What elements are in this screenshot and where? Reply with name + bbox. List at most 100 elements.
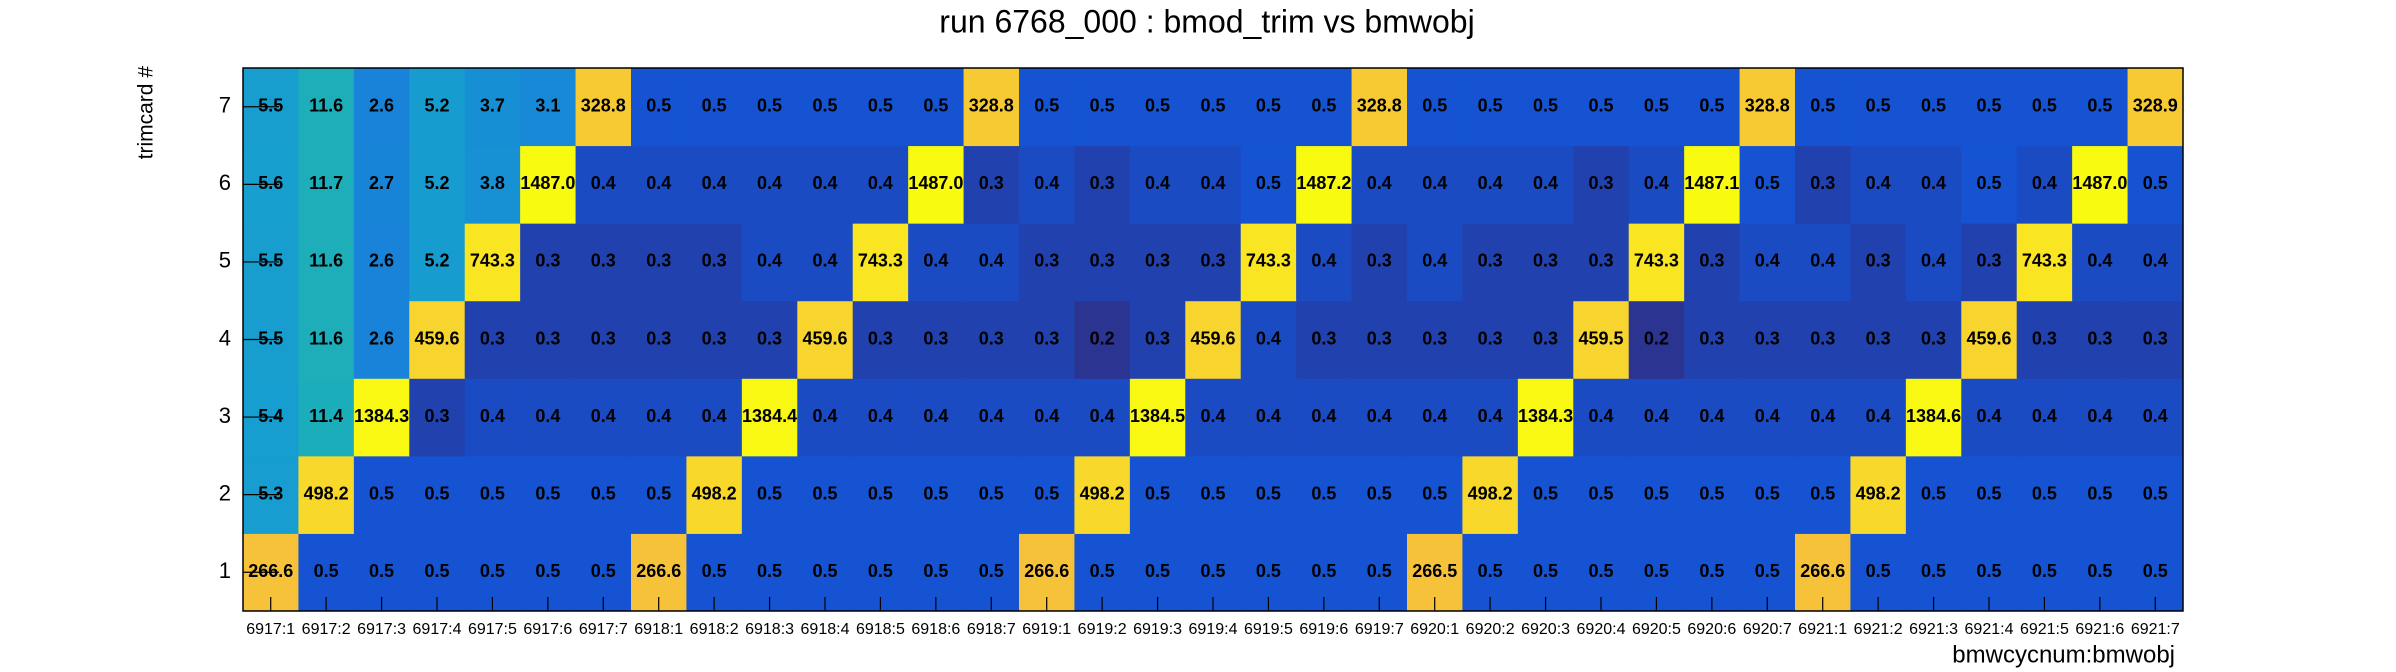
cell-label: 0.4 <box>2087 251 2112 271</box>
heatmap-cell <box>298 68 355 147</box>
cell-label: 0.4 <box>1367 173 1392 193</box>
heatmap-cell <box>1129 68 1186 147</box>
cell-label: 0.5 <box>1533 96 1558 116</box>
heatmap-cell <box>1019 68 1075 147</box>
heatmap-cell <box>464 300 521 379</box>
heatmap-cell <box>631 145 687 224</box>
cell-label: 0.3 <box>1200 251 1225 271</box>
cell-label: 0.4 <box>1921 173 1946 193</box>
heatmap-cell <box>852 223 909 302</box>
heatmap-cell <box>1850 300 1907 379</box>
heatmap-cell <box>797 145 854 224</box>
cell-label: 0.3 <box>923 328 948 348</box>
heatmap-cell <box>1628 378 1685 457</box>
cell-label: 328.8 <box>1745 96 1790 116</box>
cell-label: 0.5 <box>757 561 782 581</box>
heatmap-cell <box>2127 145 2184 224</box>
cell-label: 0.5 <box>1200 561 1225 581</box>
heatmap-cell <box>1462 300 1519 379</box>
heatmap-cell <box>963 378 1020 457</box>
cell-label: 0.5 <box>1976 561 2001 581</box>
cell-label: 743.3 <box>470 251 515 271</box>
heatmap-cell <box>1351 223 1408 302</box>
cell-label: 0.4 <box>591 173 616 193</box>
heatmap-cell <box>1961 378 2018 457</box>
x-tick-label: 6919:6 <box>1299 621 1348 638</box>
heatmap-cell <box>2016 68 2073 147</box>
heatmap-cell <box>631 223 687 302</box>
heatmap-cell <box>464 68 521 147</box>
heatmap-cell <box>298 145 355 224</box>
cell-label: 0.5 <box>1478 96 1503 116</box>
cell-label: 0.5 <box>812 561 837 581</box>
heatmap-cell <box>1905 145 1962 224</box>
heatmap-cell <box>353 223 410 302</box>
cell-label: 0.4 <box>1755 251 1780 271</box>
heatmap-cell <box>1074 378 1131 457</box>
x-tick-label: 6921:1 <box>1798 621 1847 638</box>
heatmap-cell <box>1240 223 1297 302</box>
heatmap-cell <box>1961 300 2018 379</box>
heatmap-cell <box>1517 145 1574 224</box>
heatmap-cell <box>852 145 909 224</box>
heatmap-cell <box>1185 145 1242 224</box>
cell-label: 0.4 <box>1311 406 1336 426</box>
heatmap-cell <box>1074 455 1131 534</box>
heatmap-cell <box>409 455 466 534</box>
x-tick-label: 6921:3 <box>1909 621 1958 638</box>
cell-label: 0.3 <box>1145 251 1170 271</box>
cell-label: 0.5 <box>2032 96 2057 116</box>
cell-label: 0.5 <box>1644 96 1669 116</box>
heatmap-cell <box>353 145 410 224</box>
heatmap-cell <box>1573 300 1630 379</box>
cell-label: 0.4 <box>1866 406 1891 426</box>
heatmap-cell <box>1961 68 2018 147</box>
x-tick-label: 6918:3 <box>745 621 794 638</box>
heatmap-cell <box>575 455 632 534</box>
cell-label: 0.4 <box>1478 406 1503 426</box>
x-tick-label: 6919:5 <box>1244 621 1293 638</box>
cell-label: 3.7 <box>480 96 505 116</box>
cell-label: 498.2 <box>1080 483 1125 503</box>
cell-label: 0.3 <box>535 328 560 348</box>
cell-label: 1487.0 <box>908 173 963 193</box>
heatmap-cell <box>1019 300 1075 379</box>
cell-label: 0.5 <box>1422 483 1447 503</box>
heatmap-cell <box>1351 300 1408 379</box>
heatmap-cell <box>1407 223 1463 302</box>
cell-label: 0.3 <box>1810 173 1835 193</box>
heatmap-cell <box>1351 145 1408 224</box>
y-tick-label: 7 <box>219 93 231 118</box>
heatmap-cell <box>1517 378 1574 457</box>
cell-label: 0.5 <box>1034 96 1059 116</box>
heatmap-cell <box>908 68 965 147</box>
cell-label: 0.3 <box>757 328 782 348</box>
heatmap-cell <box>963 455 1020 534</box>
cell-label: 0.3 <box>1034 328 1059 348</box>
cell-label: 0.4 <box>979 406 1004 426</box>
heatmap-cell <box>963 145 1020 224</box>
heatmap-cell <box>741 68 798 147</box>
heatmap-cell <box>741 300 798 379</box>
heatmap-cell <box>963 300 1020 379</box>
cell-label: 0.5 <box>1976 483 2001 503</box>
cell-label: 0.5 <box>535 561 560 581</box>
cell-label: 1487.0 <box>520 173 575 193</box>
heatmap-cell <box>1795 455 1851 534</box>
cell-label: 0.5 <box>1090 96 1115 116</box>
heatmap-cell <box>1628 68 1685 147</box>
heatmap-cell <box>1462 68 1519 147</box>
cell-label: 0.4 <box>1699 406 1724 426</box>
heatmap-cell <box>686 300 743 379</box>
heatmap-cell <box>1019 145 1075 224</box>
cell-label: 0.5 <box>1699 483 1724 503</box>
heatmap-cell <box>1129 455 1186 534</box>
cell-label: 11.6 <box>309 328 343 348</box>
cell-label: 743.3 <box>2022 251 2067 271</box>
heatmap-cell <box>1850 68 1907 147</box>
cell-label: 0.5 <box>1256 483 1281 503</box>
cell-label: 0.5 <box>369 483 394 503</box>
heatmap-cell <box>908 378 965 457</box>
cell-label: 11.4 <box>309 406 343 426</box>
cell-label: 0.3 <box>1976 251 2001 271</box>
